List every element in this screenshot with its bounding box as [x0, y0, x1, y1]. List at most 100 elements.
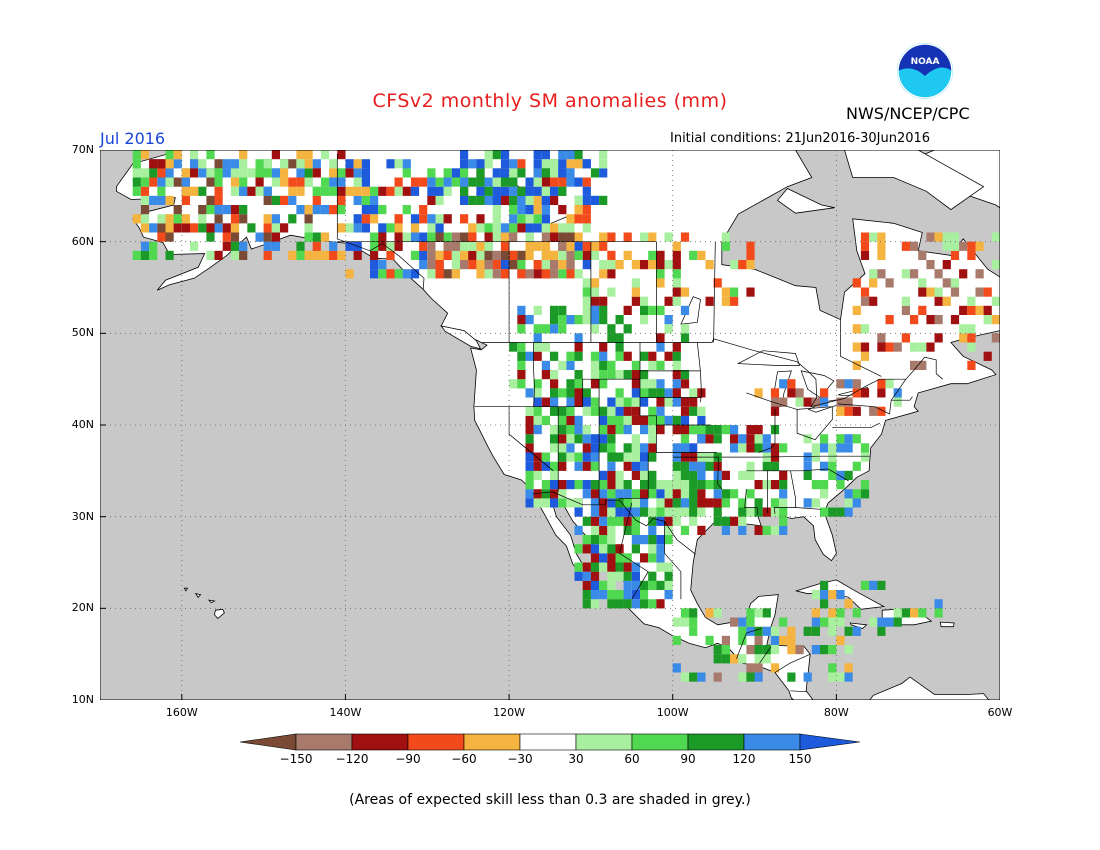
anomaly-cell-963 — [705, 434, 714, 444]
anomaly-cell-1053 — [836, 443, 845, 453]
anomaly-cell-1267 — [140, 168, 150, 178]
anomaly-cell-171 — [361, 205, 370, 215]
anomaly-cell-1394 — [844, 626, 853, 636]
anomaly-cell-221 — [419, 250, 428, 260]
anomaly-cell-49 — [198, 214, 207, 224]
anomaly-cell-1268 — [140, 150, 150, 160]
anomaly-cell-803 — [680, 397, 690, 407]
anomaly-cell-585 — [648, 379, 657, 389]
state-line-21 — [744, 489, 759, 515]
anomaly-cell-340 — [550, 195, 559, 205]
anomaly-cell-16 — [149, 177, 158, 187]
anomaly-cell-1173 — [967, 324, 976, 334]
anomaly-cell-321 — [533, 214, 542, 224]
anomaly-cell-1384 — [811, 590, 820, 600]
anomaly-cell-932 — [672, 516, 681, 526]
anomaly-cell-95 — [263, 241, 272, 251]
anomaly-cell-568 — [615, 370, 624, 380]
anomaly-cell-97 — [263, 223, 272, 233]
anomaly-cell-1256 — [828, 617, 837, 627]
anomaly-cell-1082 — [820, 388, 829, 398]
anomaly-cell-498 — [730, 296, 739, 306]
anomaly-cell-1203 — [705, 608, 714, 618]
anomaly-cell-582 — [640, 351, 649, 361]
anomaly-cell-746 — [631, 388, 640, 398]
anomaly-cell-771 — [656, 425, 665, 435]
anomaly-cell-564 — [607, 370, 616, 380]
anomaly-cell-764 — [648, 425, 657, 435]
anomaly-cell-714 — [607, 406, 616, 416]
anomaly-cell-229 — [427, 223, 436, 233]
anomaly-cell-612 — [525, 452, 534, 462]
anomaly-cell-916 — [656, 580, 665, 590]
anomaly-cell-973 — [713, 434, 722, 444]
anomaly-cell-46 — [190, 168, 199, 178]
anomaly-cell-182 — [370, 214, 379, 224]
anomaly-cell-57 — [206, 195, 215, 205]
anomaly-cell-397 — [468, 232, 477, 242]
anomaly-cell-750 — [640, 470, 649, 480]
anomaly-cell-1325 — [468, 177, 477, 187]
anomaly-cell-1343 — [500, 159, 510, 169]
anomaly-cell-470 — [648, 260, 657, 270]
anomaly-cell-1367 — [558, 168, 567, 178]
anomaly-cell-1113 — [869, 296, 878, 306]
anomaly-cell-362 — [574, 205, 583, 215]
anomaly-cell-595 — [664, 324, 673, 334]
anomaly-cell-1106 — [860, 342, 870, 352]
anomaly-cell-1327 — [476, 195, 485, 205]
anomaly-cell-55 — [206, 223, 215, 233]
anomaly-cell-1399 — [869, 617, 878, 627]
anomaly-cell-240 — [435, 214, 444, 224]
anomaly-cell-731 — [623, 443, 632, 453]
vancouver-island-land — [440, 325, 482, 350]
anomaly-cell-103 — [271, 241, 280, 251]
anomaly-cell-349 — [558, 177, 567, 187]
anomaly-cell-1189 — [991, 260, 1000, 270]
anomaly-cell-611 — [525, 461, 534, 471]
anomaly-cell-1206 — [713, 645, 722, 655]
anomaly-cell-1176 — [967, 250, 976, 260]
anomaly-cell-1272 — [165, 177, 174, 187]
anomaly-cell-1101 — [852, 342, 861, 352]
anomaly-cell-157 — [345, 186, 354, 196]
anomaly-cell-847 — [590, 507, 600, 517]
anomaly-cell-90 — [255, 232, 264, 242]
anomaly-cell-168 — [353, 159, 362, 169]
anomaly-cell-180 — [370, 241, 379, 251]
baffin-island-land — [844, 150, 985, 211]
anomaly-cell-1029 — [779, 443, 788, 453]
anomaly-cell-1258 — [836, 672, 845, 682]
anomaly-cell-1377 — [590, 168, 600, 178]
anomaly-cell-660 — [566, 452, 575, 462]
anomaly-cell-638 — [550, 480, 559, 490]
anomaly-cell-759 — [648, 480, 657, 490]
anomaly-cell-1326 — [468, 159, 477, 169]
anomaly-cell-1245 — [795, 645, 804, 655]
anomaly-cell-501 — [738, 260, 747, 270]
anomaly-cell-279 — [492, 214, 501, 224]
anomaly-cell-708 — [607, 461, 616, 471]
anomaly-cell-709 — [607, 452, 616, 462]
anomaly-cell-592 — [656, 333, 665, 343]
anomaly-cell-619 — [533, 498, 542, 508]
anomaly-cell-14 — [149, 223, 158, 233]
anomaly-cell-399 — [476, 260, 485, 270]
legend-swatch-3 — [407, 733, 465, 751]
anomaly-cell-1229 — [754, 626, 763, 636]
anomaly-cell-30 — [165, 195, 174, 205]
anomaly-cell-1072 — [770, 388, 780, 398]
anomaly-cell-214 — [410, 250, 420, 260]
anomaly-cell-512 — [517, 342, 526, 352]
anomaly-cell-233 — [427, 177, 436, 187]
anomaly-cell-947 — [689, 498, 698, 508]
anomaly-cell-1287 — [214, 168, 223, 178]
anomaly-cell-715 — [607, 397, 616, 407]
anomaly-cell-1037 — [811, 452, 820, 462]
latitude-label: 60N — [71, 234, 94, 248]
anomaly-cell-181 — [370, 232, 379, 242]
anomaly-cell-54 — [206, 232, 215, 242]
anomaly-cell-1058 — [844, 470, 853, 480]
anomaly-cell-70 — [222, 223, 231, 233]
anomaly-cell-1077 — [795, 397, 804, 407]
